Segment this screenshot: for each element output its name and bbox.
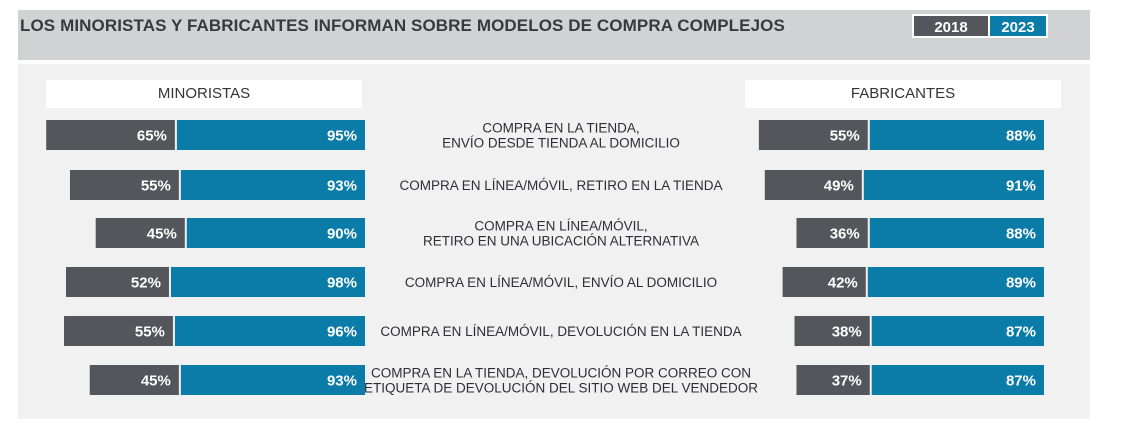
bar-minoristas-2018-3 — [66, 267, 169, 297]
bar-fabricantes-2023-5 — [871, 365, 1044, 395]
bar-minoristas-2023-5 — [180, 365, 365, 395]
group-header-minoristas: MINORISTAS — [46, 80, 362, 108]
label-minoristas-2018-5: 45% — [141, 373, 171, 390]
label-fabricantes-2023-0: 88% — [1006, 128, 1036, 145]
category-label-line: COMPRA EN LA TIENDA, — [482, 121, 639, 136]
bar-fabricantes-2018-3 — [782, 267, 866, 297]
chart-title: LOS MINORISTAS Y FABRICANTES INFORMAN SO… — [20, 16, 785, 35]
legend-badge-2018: 2018 — [912, 14, 990, 38]
bar-fabricantes-2018-4 — [794, 316, 870, 346]
category-label-line: ETIQUETA DE DEVOLUCIÓN DEL SITIO WEB DEL… — [364, 381, 758, 396]
label-fabricantes-2023-1: 91% — [1006, 178, 1036, 195]
label-fabricantes-2018-0: 55% — [830, 128, 860, 145]
category-label-3: COMPRA EN LÍNEA/MÓVIL, ENVÍO AL DOMICILI… — [405, 275, 717, 290]
bar-minoristas-2018-0 — [46, 120, 175, 150]
label-minoristas-2018-0: 65% — [137, 128, 167, 145]
bar-fabricantes-2018-1 — [764, 170, 862, 200]
bar-minoristas-2023-1 — [180, 170, 365, 200]
label-fabricantes-2023-2: 88% — [1006, 226, 1036, 243]
label-minoristas-2018-3: 52% — [131, 275, 161, 292]
category-label-line: COMPRA EN LÍNEA/MÓVIL, — [474, 219, 647, 234]
category-label-line: COMPRA EN LÍNEA/MÓVIL, RETIRO EN LA TIEN… — [399, 178, 722, 193]
bar-minoristas-2023-0 — [176, 120, 365, 150]
bar-minoristas-2018-4 — [64, 316, 173, 346]
bar-fabricantes-2023-4 — [871, 316, 1044, 346]
label-fabricantes-2023-3: 89% — [1006, 275, 1036, 292]
bar-minoristas-2023-4 — [174, 316, 365, 346]
category-label-line: COMPRA EN LÍNEA/MÓVIL, ENVÍO AL DOMICILI… — [405, 275, 717, 290]
group-header-fabricantes: FABRICANTES — [745, 80, 1061, 108]
label-minoristas-2023-2: 90% — [327, 226, 357, 243]
label-fabricantes-2018-4: 38% — [832, 324, 862, 341]
label-fabricantes-2018-5: 37% — [832, 373, 862, 390]
label-minoristas-2023-4: 96% — [327, 324, 357, 341]
bar-fabricantes-2023-2 — [869, 218, 1044, 248]
bar-fabricantes-2023-0 — [869, 120, 1044, 150]
label-fabricantes-2018-3: 42% — [828, 275, 858, 292]
bar-fabricantes-2018-2 — [796, 218, 868, 248]
category-label-2: COMPRA EN LÍNEA/MÓVIL, RETIRO EN UNA UBIC… — [423, 219, 699, 249]
label-fabricantes-2023-4: 87% — [1006, 324, 1036, 341]
category-label-line: RETIRO EN UNA UBICACIÓN ALTERNATIVA — [423, 234, 699, 249]
category-label-line: COMPRA EN LA TIENDA, DEVOLUCIÓN POR CORR… — [371, 366, 751, 381]
bar-fabricantes-2023-3 — [867, 267, 1044, 297]
category-label-4: COMPRA EN LÍNEA/MÓVIL, DEVOLUCIÓN EN LA … — [380, 324, 741, 339]
bar-fabricantes-2018-5 — [796, 365, 870, 395]
label-minoristas-2023-5: 93% — [327, 373, 357, 390]
label-minoristas-2023-1: 93% — [327, 178, 357, 195]
label-minoristas-2023-0: 95% — [327, 128, 357, 145]
label-minoristas-2018-4: 55% — [135, 324, 165, 341]
bar-minoristas-2023-2 — [186, 218, 365, 248]
header-band — [18, 10, 1090, 60]
bar-minoristas-2023-3 — [170, 267, 365, 297]
bar-minoristas-2018-5 — [89, 365, 179, 395]
label-minoristas-2018-1: 55% — [141, 178, 171, 195]
category-label-line: ENVÍO DESDE TIENDA AL DOMICILIO — [442, 136, 680, 151]
label-fabricantes-2018-2: 36% — [830, 226, 860, 243]
bar-fabricantes-2023-1 — [863, 170, 1044, 200]
label-fabricantes-2018-1: 49% — [824, 178, 854, 195]
category-label-5: COMPRA EN LA TIENDA, DEVOLUCIÓN POR CORR… — [364, 366, 758, 396]
category-label-line: COMPRA EN LÍNEA/MÓVIL, DEVOLUCIÓN EN LA … — [380, 324, 741, 339]
label-minoristas-2023-3: 98% — [327, 275, 357, 292]
label-fabricantes-2023-5: 87% — [1006, 373, 1036, 390]
bar-minoristas-2018-1 — [69, 170, 179, 200]
bar-fabricantes-2018-0 — [758, 120, 868, 150]
label-minoristas-2018-2: 45% — [147, 226, 177, 243]
legend-badge-2023: 2023 — [988, 14, 1048, 38]
category-label-0: COMPRA EN LA TIENDA, ENVÍO DESDE TIENDA A… — [442, 121, 680, 151]
category-label-1: COMPRA EN LÍNEA/MÓVIL, RETIRO EN LA TIEN… — [399, 178, 722, 193]
bar-minoristas-2018-2 — [95, 218, 185, 248]
